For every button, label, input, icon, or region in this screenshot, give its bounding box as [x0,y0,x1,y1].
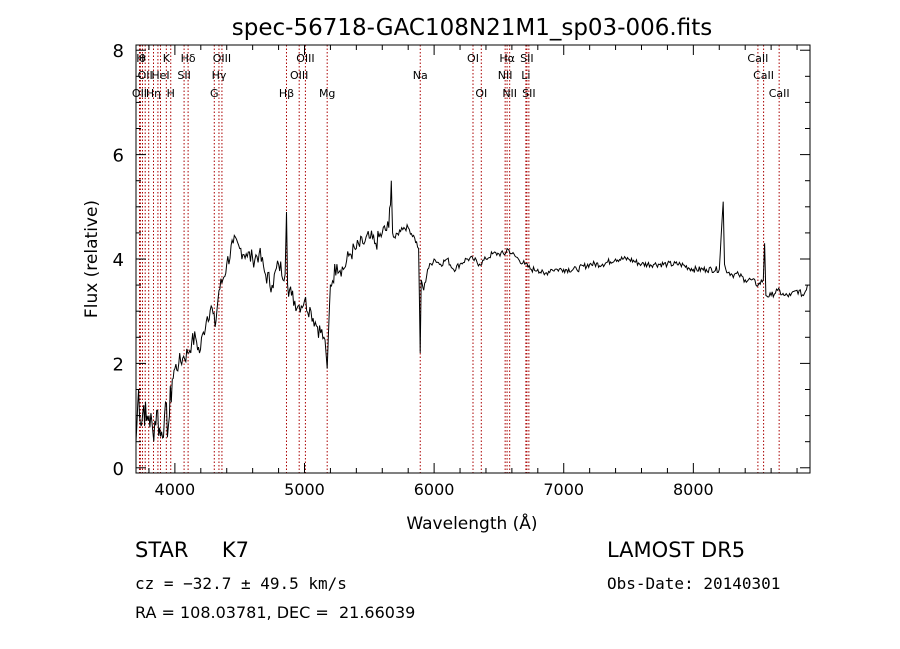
line-marker-label-27: SII [522,87,535,100]
x-tick-label: 4000 [155,480,196,499]
line-marker-label-7: HeI [151,69,169,82]
line-marker-label-15: Hβ [279,87,294,100]
line-marker-label-14: OIII [213,52,231,65]
line-marker-label-17: OIII [296,52,314,65]
line-marker-label-13: Hγ [212,69,227,82]
x-tick-label: 5000 [284,480,325,499]
emission-line-labels: OIIHθOIIHηHeIKHSIIHδGHγOIIIHβOIIIOIIIMgN… [132,52,790,100]
chart-title: spec-56718-GAC108N21M1_sp03-006.fits [232,15,712,41]
object-class: STAR K7 [135,538,249,562]
y-axis-label: Flux (relative) [82,200,102,318]
line-marker-label-22: NII [498,69,513,82]
x-axis-label: Wavelength (Å) [406,512,537,534]
redshift-readout: cz = −32.7 ± 49.5 km/s [135,574,347,593]
line-marker-label-18: Mg [319,87,335,100]
survey-name: LAMOST DR5 [607,538,746,562]
line-marker-label-11: Hδ [181,52,196,65]
emission-line-markers [138,45,780,473]
spectrum-line [135,180,808,442]
observation-date: Obs-Date: 20140301 [607,574,781,593]
line-marker-label-30: CaII [769,87,790,100]
line-marker-label-16: OIII [290,69,308,82]
y-tick-label: 8 [113,41,124,62]
x-tick-label: 8000 [673,480,714,499]
x-tick-label: 6000 [414,480,455,499]
line-marker-label-20: OI [467,52,479,65]
y-axis: 0 2 4 6 8 [113,41,810,480]
x-axis: 4000 5000 6000 7000 8000 [148,45,798,499]
line-marker-label-2: θ [139,52,146,65]
y-tick-label: 6 [113,146,124,167]
line-marker-label-12: G [210,87,219,100]
y-tick-label: 0 [113,459,124,480]
line-marker-label-25: Li [521,69,530,82]
line-marker-label-10: SII [177,69,190,82]
line-marker-label-1: H [136,52,144,65]
line-marker-label-9: H [167,87,175,100]
line-marker-label-28: CaII [747,52,768,65]
x-tick-label: 7000 [543,480,584,499]
line-marker-label-26: SII [520,52,533,65]
line-marker-label-24: NII [502,87,517,100]
y-tick-label: 2 [113,354,124,375]
line-marker-label-8: K [163,52,171,65]
line-marker-label-19: Na [413,69,428,82]
sky-coordinates: RA = 108.03781, DEC = 21.66039 [135,603,416,622]
line-marker-label-3: OII [138,69,153,82]
line-marker-label-29: CaII [753,69,774,82]
line-marker-label-21: OI [475,87,487,100]
y-tick-label: 4 [113,250,124,271]
line-marker-label-23: Hα [499,52,515,65]
line-marker-label-5: Hη [146,87,161,100]
line-marker-label-0: OII [132,87,147,100]
